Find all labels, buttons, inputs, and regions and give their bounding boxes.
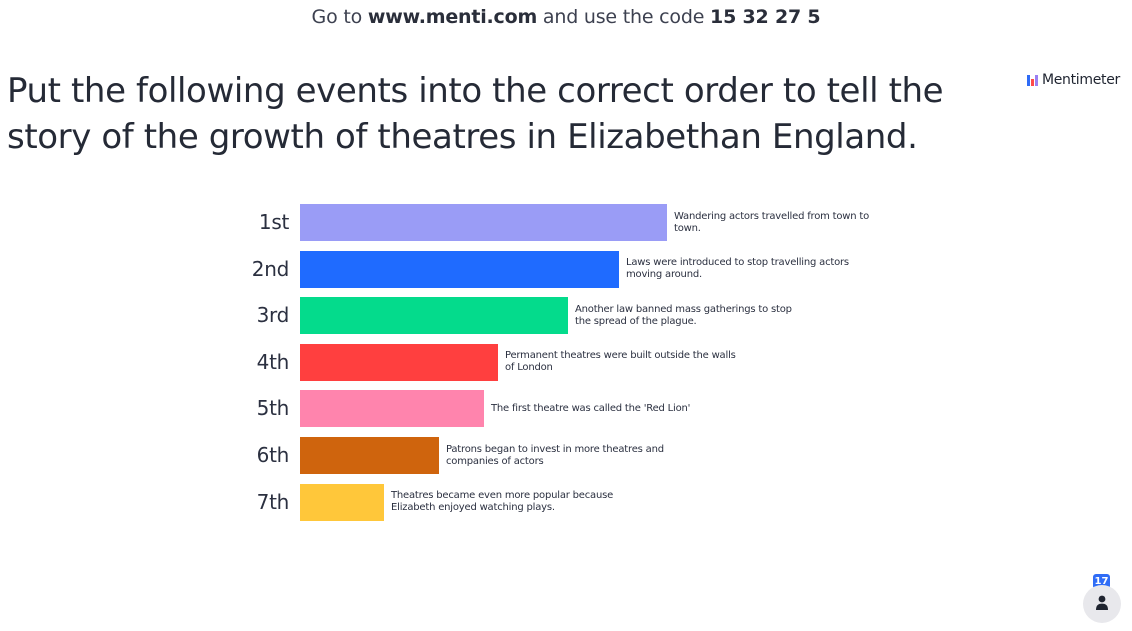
rank-label: 3rd xyxy=(256,303,290,328)
bar-label: Wandering actors travelled from town to … xyxy=(674,210,870,234)
ranking-bar xyxy=(300,297,568,335)
ranking-bar xyxy=(300,483,384,521)
bar-label: Permanent theatres were built outside th… xyxy=(505,350,736,374)
bar-label: The first theatre was called the 'Red Li… xyxy=(491,402,691,414)
brand-name: Mentimeter xyxy=(1041,72,1120,88)
rank-label: 7th xyxy=(256,489,290,514)
rank-label: 1st xyxy=(258,210,289,234)
bar-label: Laws were introduced to stop travelling … xyxy=(626,257,849,281)
join-instructions: Go to www.menti.com and use the code 15 … xyxy=(0,6,1132,28)
question-title: Put the following events into the correc… xyxy=(7,71,944,157)
ranking-bar xyxy=(300,204,667,241)
ranking-chart: 1st Wandering actors travelled from town … xyxy=(0,200,1132,530)
person-icon xyxy=(1096,595,1108,610)
participants-button[interactable] xyxy=(1083,585,1121,623)
ranking-bar xyxy=(300,437,439,474)
join-prefix: Go to xyxy=(311,6,363,28)
mentimeter-logo: Mentimeter xyxy=(1026,72,1120,88)
rank-label: 6th xyxy=(256,443,290,467)
join-code: 15 32 27 5 xyxy=(710,6,821,28)
bar-label: Another law banned mass gatherings to st… xyxy=(575,303,792,327)
mentimeter-logo-icon xyxy=(1026,74,1038,86)
bar-label: Theatres became even more popular becaus… xyxy=(391,490,614,514)
ranking-bar xyxy=(300,250,619,288)
rank-label: 5th xyxy=(256,396,290,421)
rank-label: 4th xyxy=(256,349,290,374)
bar-label: Patrons began to invest in more theatres… xyxy=(446,443,664,467)
rank-label: 2nd xyxy=(251,256,290,281)
ranking-bar xyxy=(300,390,484,428)
join-middle: and use the code xyxy=(542,6,705,28)
join-url[interactable]: www.menti.com xyxy=(367,6,538,28)
ranking-bar xyxy=(300,343,498,381)
